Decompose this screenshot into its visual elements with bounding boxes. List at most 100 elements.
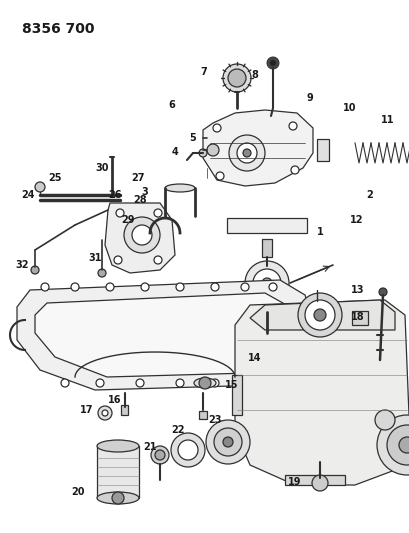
Circle shape bbox=[116, 209, 124, 217]
Text: 17: 17 bbox=[80, 405, 94, 415]
Circle shape bbox=[112, 492, 124, 504]
Circle shape bbox=[211, 379, 218, 387]
Circle shape bbox=[106, 283, 114, 291]
Circle shape bbox=[398, 437, 409, 453]
Bar bbox=[261, 239, 271, 257]
Text: 32: 32 bbox=[15, 260, 29, 270]
Circle shape bbox=[205, 420, 249, 464]
Bar bbox=[351, 311, 367, 325]
Circle shape bbox=[313, 309, 325, 321]
Text: 26: 26 bbox=[108, 190, 121, 200]
Text: 23: 23 bbox=[208, 415, 221, 425]
Polygon shape bbox=[35, 293, 294, 377]
Text: 20: 20 bbox=[71, 487, 85, 497]
Polygon shape bbox=[249, 300, 394, 330]
Circle shape bbox=[374, 410, 394, 430]
Text: 27: 27 bbox=[131, 173, 144, 183]
Circle shape bbox=[178, 440, 198, 460]
Circle shape bbox=[229, 135, 264, 171]
Circle shape bbox=[245, 261, 288, 305]
Text: 8: 8 bbox=[251, 70, 258, 80]
Circle shape bbox=[378, 288, 386, 296]
Text: 6: 6 bbox=[168, 100, 175, 110]
Text: 28: 28 bbox=[133, 195, 146, 205]
Circle shape bbox=[175, 283, 184, 291]
Text: 11: 11 bbox=[380, 115, 394, 125]
Circle shape bbox=[311, 475, 327, 491]
Text: 21: 21 bbox=[143, 442, 156, 452]
Ellipse shape bbox=[250, 301, 278, 309]
Circle shape bbox=[198, 149, 207, 157]
Circle shape bbox=[268, 283, 276, 291]
Bar bbox=[198, 411, 207, 419]
Text: 7: 7 bbox=[200, 67, 207, 77]
Text: 31: 31 bbox=[88, 253, 101, 263]
Polygon shape bbox=[220, 300, 312, 310]
Ellipse shape bbox=[262, 334, 270, 338]
Ellipse shape bbox=[193, 378, 216, 388]
Circle shape bbox=[252, 269, 280, 297]
Text: 14: 14 bbox=[247, 353, 261, 363]
Circle shape bbox=[243, 149, 250, 157]
Circle shape bbox=[207, 144, 218, 156]
Circle shape bbox=[222, 64, 250, 92]
Circle shape bbox=[270, 60, 275, 66]
Circle shape bbox=[216, 172, 223, 180]
Circle shape bbox=[261, 278, 271, 288]
Circle shape bbox=[102, 410, 108, 416]
Polygon shape bbox=[17, 280, 314, 390]
Polygon shape bbox=[234, 300, 409, 485]
Text: 5: 5 bbox=[189, 133, 196, 143]
Circle shape bbox=[198, 377, 211, 389]
Circle shape bbox=[171, 433, 204, 467]
Circle shape bbox=[175, 379, 184, 387]
Circle shape bbox=[297, 293, 341, 337]
Text: 12: 12 bbox=[349, 215, 363, 225]
Text: 18: 18 bbox=[351, 312, 364, 322]
Circle shape bbox=[151, 446, 169, 464]
Bar bbox=[97, 446, 139, 498]
Polygon shape bbox=[202, 110, 312, 186]
Text: 22: 22 bbox=[171, 425, 184, 435]
Circle shape bbox=[124, 217, 160, 253]
Circle shape bbox=[98, 269, 106, 277]
Text: 3: 3 bbox=[141, 187, 148, 197]
Bar bbox=[121, 405, 128, 415]
Text: 10: 10 bbox=[342, 103, 356, 113]
Circle shape bbox=[386, 425, 409, 465]
Circle shape bbox=[35, 182, 45, 192]
Circle shape bbox=[288, 122, 296, 130]
Text: 15: 15 bbox=[225, 380, 238, 390]
Circle shape bbox=[304, 300, 334, 330]
Text: 25: 25 bbox=[48, 173, 62, 183]
Circle shape bbox=[266, 57, 278, 69]
Text: 29: 29 bbox=[121, 215, 135, 225]
Bar bbox=[231, 375, 241, 415]
Text: 8356 700: 8356 700 bbox=[22, 22, 94, 36]
Circle shape bbox=[376, 415, 409, 475]
Circle shape bbox=[154, 256, 162, 264]
Circle shape bbox=[136, 379, 144, 387]
Circle shape bbox=[290, 166, 298, 174]
Text: 30: 30 bbox=[95, 163, 108, 173]
Circle shape bbox=[236, 143, 256, 163]
Circle shape bbox=[31, 266, 39, 274]
Text: 4: 4 bbox=[171, 147, 178, 157]
Circle shape bbox=[213, 428, 241, 456]
Circle shape bbox=[227, 69, 245, 87]
Circle shape bbox=[154, 209, 162, 217]
Polygon shape bbox=[284, 475, 344, 485]
Text: 13: 13 bbox=[351, 285, 364, 295]
Circle shape bbox=[213, 124, 220, 132]
Circle shape bbox=[311, 301, 321, 311]
Text: 24: 24 bbox=[21, 190, 35, 200]
Circle shape bbox=[41, 283, 49, 291]
Circle shape bbox=[114, 256, 122, 264]
Polygon shape bbox=[105, 203, 175, 273]
Ellipse shape bbox=[97, 492, 139, 504]
Circle shape bbox=[132, 225, 152, 245]
Ellipse shape bbox=[164, 184, 195, 192]
Polygon shape bbox=[227, 218, 306, 233]
Circle shape bbox=[96, 379, 104, 387]
Ellipse shape bbox=[97, 440, 139, 452]
